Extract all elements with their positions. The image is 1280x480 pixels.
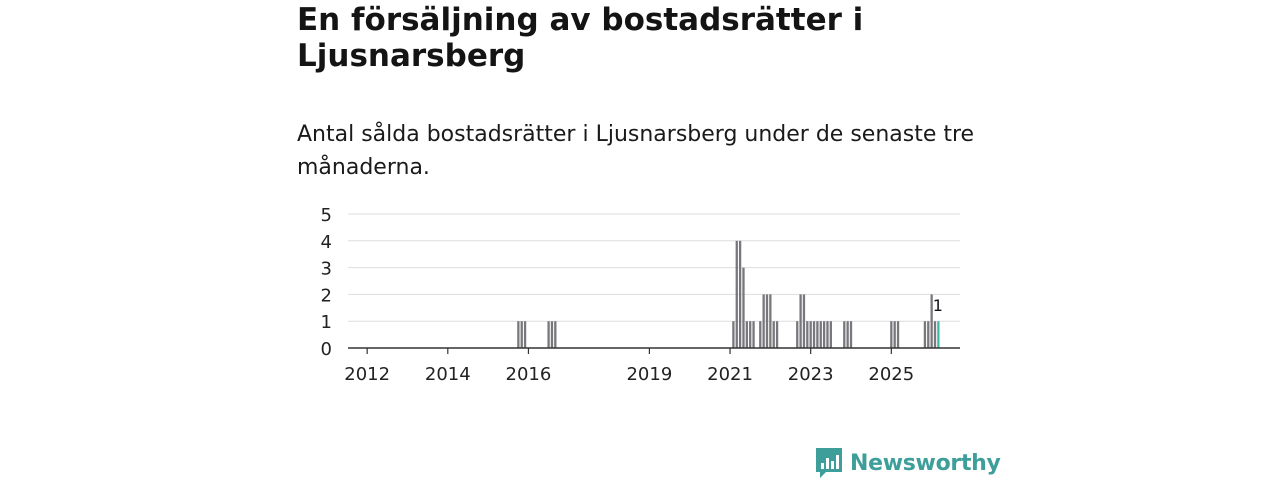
bar [843, 321, 846, 348]
bar [772, 321, 775, 348]
chart-title: En försäljning av bostadsrätter i Ljusna… [297, 2, 864, 74]
bar [923, 321, 927, 348]
bar-highlight [937, 321, 940, 348]
x-tick-label: 2012 [344, 364, 390, 385]
bar [745, 321, 748, 348]
bar [829, 321, 832, 348]
bar [735, 240, 738, 348]
y-axis-ticks: 0 1 2 3 4 5 [321, 205, 332, 360]
bar [769, 294, 772, 348]
bar [547, 321, 550, 348]
x-tick-label: 2019 [626, 364, 672, 385]
bar [927, 321, 930, 348]
gridlines [348, 213, 960, 322]
data-labels: 1 [931, 295, 944, 317]
x-tick-label: 2023 [788, 364, 834, 385]
bar [893, 321, 896, 348]
bar [812, 321, 816, 348]
x-tick-label: 2021 [707, 364, 753, 385]
bar [520, 321, 523, 348]
newsworthy-logo: Newsworthy [814, 446, 1001, 480]
y-tick-label: 1 [321, 312, 332, 333]
bar [933, 321, 937, 348]
bar [759, 321, 762, 348]
bar [930, 294, 933, 348]
bars [517, 240, 940, 348]
x-tick-label: 2014 [425, 364, 471, 385]
bar [752, 321, 755, 348]
bar [826, 321, 829, 348]
bar [517, 321, 520, 348]
bar [846, 321, 849, 348]
bar [765, 294, 769, 348]
highlight-data-label: 1 [933, 296, 943, 315]
chart-subtitle: Antal sålda bostadsrätter i Ljusnarsberg… [297, 122, 975, 180]
bar [809, 321, 812, 348]
y-tick-label: 3 [321, 259, 332, 280]
y-tick-label: 0 [321, 339, 332, 360]
bar [749, 321, 752, 348]
x-tick-label: 2025 [868, 364, 914, 385]
bar [775, 321, 779, 348]
bar [822, 321, 826, 348]
bar [554, 321, 557, 348]
bar [819, 321, 822, 348]
bar [896, 321, 900, 348]
bar [849, 321, 853, 348]
bar [816, 321, 819, 348]
bar [796, 321, 799, 348]
bar [799, 294, 802, 348]
bar [890, 321, 893, 348]
bar [806, 321, 809, 348]
bar [762, 294, 765, 348]
x-axis-ticks: 2012 2014 2016 2019 2021 2023 2025 [344, 348, 914, 385]
x-tick-label: 2016 [506, 364, 552, 385]
bar [802, 294, 806, 348]
bar [738, 240, 742, 348]
y-tick-label: 2 [321, 285, 332, 306]
bar [523, 321, 527, 348]
brand-name: Newsworthy [850, 450, 1001, 476]
y-tick-label: 4 [321, 232, 332, 253]
bar [742, 267, 745, 348]
bar [732, 321, 735, 348]
bar-chart: 0 1 2 3 4 5 2012 2014 2016 2019 2021 2023 2025 1 [321, 205, 960, 385]
bar [550, 321, 554, 348]
y-tick-label: 5 [321, 205, 332, 226]
newsworthy-logo-icon [816, 448, 842, 478]
